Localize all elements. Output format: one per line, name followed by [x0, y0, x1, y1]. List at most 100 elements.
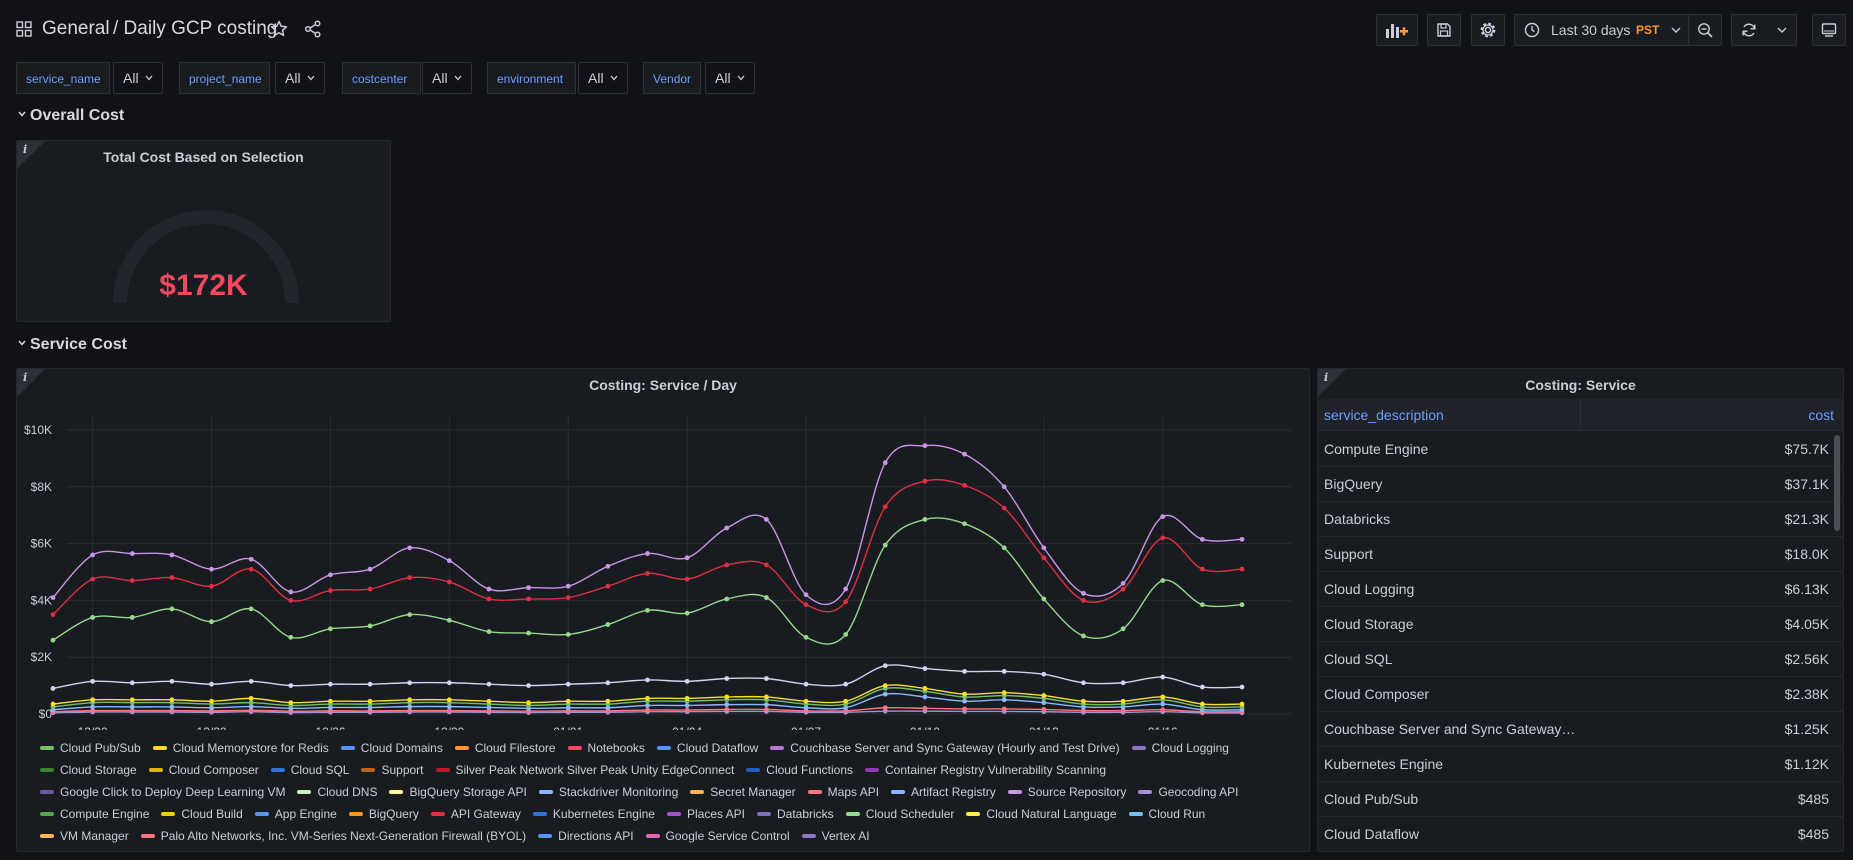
table-row[interactable]: Cloud Composer $2.38K	[1318, 677, 1843, 712]
data-point[interactable]	[288, 683, 294, 688]
data-point[interactable]	[248, 695, 254, 701]
data-point[interactable]	[288, 598, 294, 603]
data-point[interactable]	[605, 563, 611, 569]
data-point[interactable]	[367, 681, 373, 687]
data-point[interactable]	[209, 583, 214, 589]
legend-item[interactable]: Couchbase Server and Sync Gateway (Hourl…	[770, 741, 1120, 755]
data-point[interactable]	[169, 552, 175, 558]
data-point[interactable]	[1001, 505, 1007, 511]
data-point[interactable]	[50, 637, 56, 643]
data-point[interactable]	[922, 517, 928, 522]
data-point[interactable]	[486, 629, 492, 635]
data-point[interactable]	[645, 707, 650, 713]
data-point[interactable]	[328, 705, 333, 710]
data-point[interactable]	[328, 681, 333, 687]
panel-title[interactable]: Costing: Service	[1525, 377, 1636, 393]
data-point[interactable]	[129, 708, 135, 713]
data-point[interactable]	[367, 698, 373, 704]
data-point[interactable]	[843, 632, 849, 637]
data-point[interactable]	[724, 694, 730, 700]
data-point[interactable]	[764, 694, 769, 700]
data-point[interactable]	[169, 575, 175, 581]
data-point[interactable]	[248, 566, 254, 572]
legend-item[interactable]: Cloud Memorystore for Redis	[152, 741, 329, 755]
data-point[interactable]	[922, 686, 928, 691]
data-point[interactable]	[526, 630, 531, 636]
legend-item[interactable]: Palo Alto Networks, Inc. VM-Series Next-…	[140, 829, 526, 843]
data-point[interactable]	[645, 607, 650, 613]
data-point[interactable]	[922, 478, 928, 484]
data-point[interactable]	[843, 705, 849, 711]
row-header-service-cost[interactable]: Service Cost	[18, 336, 127, 354]
data-point[interactable]	[882, 691, 888, 697]
data-point[interactable]	[526, 596, 531, 602]
data-point[interactable]	[843, 586, 849, 592]
data-point[interactable]	[90, 576, 96, 582]
data-point[interactable]	[962, 698, 967, 704]
data-point[interactable]	[526, 683, 531, 688]
row-header-overall-cost[interactable]: Overall Cost	[18, 107, 124, 125]
data-point[interactable]	[1041, 596, 1047, 602]
data-point[interactable]	[1160, 707, 1166, 713]
data-point[interactable]	[962, 451, 967, 457]
variable-select-environment[interactable]: All	[578, 62, 628, 94]
legend-item[interactable]: API Gateway	[430, 807, 521, 821]
data-point[interactable]	[1041, 700, 1047, 706]
table-row[interactable]: Cloud SQL $2.56K	[1318, 642, 1843, 677]
data-point[interactable]	[1081, 698, 1086, 704]
data-point[interactable]	[1081, 598, 1086, 603]
data-point[interactable]	[1001, 690, 1007, 696]
data-point[interactable]	[724, 676, 730, 681]
data-point[interactable]	[328, 698, 333, 704]
data-point[interactable]	[962, 706, 967, 712]
data-point[interactable]	[209, 566, 214, 572]
data-point[interactable]	[962, 482, 967, 488]
data-point[interactable]	[1120, 580, 1126, 586]
data-point[interactable]	[605, 583, 611, 589]
series-line[interactable]	[52, 664, 1243, 690]
data-point[interactable]	[486, 586, 492, 592]
data-point[interactable]	[1001, 697, 1007, 703]
info-icon[interactable]: i	[23, 371, 28, 384]
data-point[interactable]	[407, 612, 413, 617]
data-point[interactable]	[90, 552, 96, 558]
data-point[interactable]	[843, 681, 849, 687]
data-point[interactable]	[407, 704, 413, 710]
column-header-cost[interactable]: cost	[1808, 407, 1834, 423]
data-point[interactable]	[288, 634, 294, 640]
legend-item[interactable]: Cloud Storage	[40, 763, 137, 777]
data-point[interactable]	[1041, 555, 1047, 561]
panel-title[interactable]: Costing: Service / Day	[589, 377, 737, 393]
data-point[interactable]	[605, 680, 611, 686]
save-dashboard-button[interactable]	[1427, 14, 1461, 46]
data-point[interactable]	[50, 701, 56, 707]
data-point[interactable]	[446, 708, 452, 713]
data-point[interactable]	[1081, 633, 1086, 639]
data-point[interactable]	[169, 708, 175, 713]
legend-item[interactable]: Cloud SQL	[270, 763, 349, 777]
data-point[interactable]	[367, 566, 373, 572]
data-point[interactable]	[209, 698, 214, 704]
data-point[interactable]	[803, 705, 809, 711]
data-point[interactable]	[407, 708, 413, 713]
refresh-interval-chevron-icon[interactable]	[1777, 27, 1787, 33]
data-point[interactable]	[367, 586, 373, 592]
legend-item[interactable]: Places API	[666, 807, 745, 821]
data-point[interactable]	[328, 626, 333, 632]
data-point[interactable]	[1199, 536, 1205, 542]
data-point[interactable]	[1160, 694, 1166, 700]
legend-item[interactable]: Geocoding API	[1138, 785, 1239, 799]
data-point[interactable]	[407, 575, 413, 581]
data-point[interactable]	[724, 525, 730, 531]
data-point[interactable]	[764, 702, 769, 708]
data-point[interactable]	[1199, 684, 1205, 690]
legend-item[interactable]: Google Service Control	[645, 829, 790, 843]
legend-item[interactable]: Cloud Natural Language	[966, 807, 1117, 821]
data-point[interactable]	[922, 705, 928, 711]
legend-item[interactable]: Compute Engine	[40, 807, 149, 821]
data-point[interactable]	[446, 680, 452, 686]
legend-item[interactable]: Cloud Dataflow	[656, 741, 758, 755]
series-line[interactable]	[52, 444, 1243, 606]
timeseries-chart[interactable]: $0 $2K $4K $6K $8K $10K 12/20 12/23 12/26 12/29 01…	[0, 400, 1310, 730]
series-line[interactable]	[52, 478, 1243, 616]
